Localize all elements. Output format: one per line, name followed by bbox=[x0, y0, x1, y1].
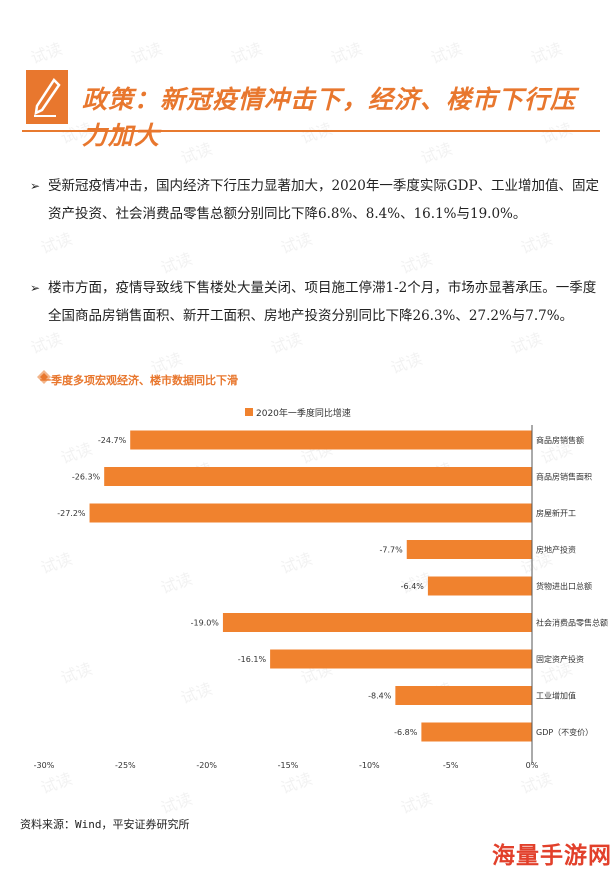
bar bbox=[406, 540, 532, 559]
category-label: GDP（不变价） bbox=[536, 727, 593, 737]
bar bbox=[130, 430, 533, 450]
category-label: 商品房销售额 bbox=[536, 435, 584, 445]
bar-value-label: -16.1% bbox=[238, 655, 267, 664]
category-label: 固定资产投资 bbox=[536, 654, 584, 664]
page-title: 政策：新冠疫情冲击下，经济、楼市下行压力加大 bbox=[82, 85, 577, 150]
bullet-paragraph: ➢ 受新冠疫情冲击，国内经济下行压力显著加大，2020年一季度实际GDP、工业增… bbox=[30, 172, 602, 228]
bar-chart: 2020年一季度同比增速 -24.7% 商品房销售额-26.3% 商品房销售面积-2… bbox=[34, 407, 608, 770]
bar bbox=[222, 613, 532, 632]
bar-value-label: -8.4% bbox=[368, 692, 392, 701]
bar-value-label: -24.7% bbox=[98, 436, 127, 445]
bar-value-label: -7.7% bbox=[380, 546, 404, 555]
watermark-text: 试读 bbox=[278, 229, 315, 258]
watermark-text: 试读 bbox=[38, 229, 75, 258]
source-note: 资料来源：Wind，平安证券研究所 bbox=[20, 818, 190, 831]
bar-value-label: -27.2% bbox=[57, 509, 86, 518]
bar bbox=[89, 503, 533, 523]
watermark-text: 试读 bbox=[268, 329, 305, 358]
bar bbox=[104, 467, 532, 486]
chart-x-axis: -30% -25% -20% -15% -10% -5% 0% bbox=[34, 425, 539, 770]
chart-legend: 2020年一季度同比增速 bbox=[245, 407, 351, 419]
bullet-paragraph: ➢ 楼市方面，疫情导致线下售楼处大量关闭、项目施工停滞1-2个月，市场亦显著承压… bbox=[30, 274, 602, 330]
x-tick-label: -15% bbox=[278, 761, 299, 770]
watermark-text: 试读 bbox=[28, 329, 65, 358]
site-badge: 海量手游网 bbox=[492, 843, 612, 869]
category-label: 商品房销售面积 bbox=[536, 472, 592, 482]
x-tick-label: -25% bbox=[115, 761, 136, 770]
x-tick-label: -20% bbox=[196, 761, 217, 770]
bar bbox=[421, 722, 532, 742]
x-tick-label: 0% bbox=[526, 761, 539, 770]
arrow-bullet-icon: ➢ bbox=[30, 281, 41, 295]
watermark-text: 试读 bbox=[388, 349, 425, 378]
arrow-bullet-icon: ➢ bbox=[30, 179, 41, 193]
pencil-icon bbox=[26, 70, 68, 124]
bar bbox=[427, 576, 532, 596]
legend-swatch bbox=[245, 408, 253, 416]
bar-value-label: -26.3% bbox=[72, 473, 101, 482]
diamond-icon bbox=[37, 370, 51, 384]
watermark-text: 试读 bbox=[518, 229, 555, 258]
chart-bars: -24.7% 商品房销售额 -26.3% 商品房销售面积 -27.2% 房屋新开工 -7.7… bbox=[57, 430, 608, 742]
chart-heading: 一季度多项宏观经济、楼市数据同比下滑 bbox=[40, 374, 238, 387]
x-tick-label: -10% bbox=[359, 761, 380, 770]
bar bbox=[395, 686, 532, 705]
legend-label: 2020年一季度同比增速 bbox=[256, 407, 351, 419]
category-label: 房地产投资 bbox=[536, 545, 576, 555]
x-tick-label: -30% bbox=[34, 761, 55, 770]
x-tick-label: -5% bbox=[443, 761, 459, 770]
bar-value-label: -19.0% bbox=[191, 619, 220, 628]
category-label: 社会消费品零售总额 bbox=[536, 618, 608, 628]
watermark-text: 试读 bbox=[508, 329, 545, 358]
bar-value-label: -6.8% bbox=[394, 728, 418, 737]
category-label: 房屋新开工 bbox=[536, 508, 576, 518]
bar bbox=[270, 649, 532, 669]
category-label: 工业增加值 bbox=[536, 691, 576, 701]
category-label: 货物进出口总额 bbox=[536, 581, 592, 591]
bar-value-label: -6.4% bbox=[401, 582, 425, 591]
title-bar: 政策：新冠疫情冲击下，经济、楼市下行压力加大 bbox=[22, 64, 600, 150]
